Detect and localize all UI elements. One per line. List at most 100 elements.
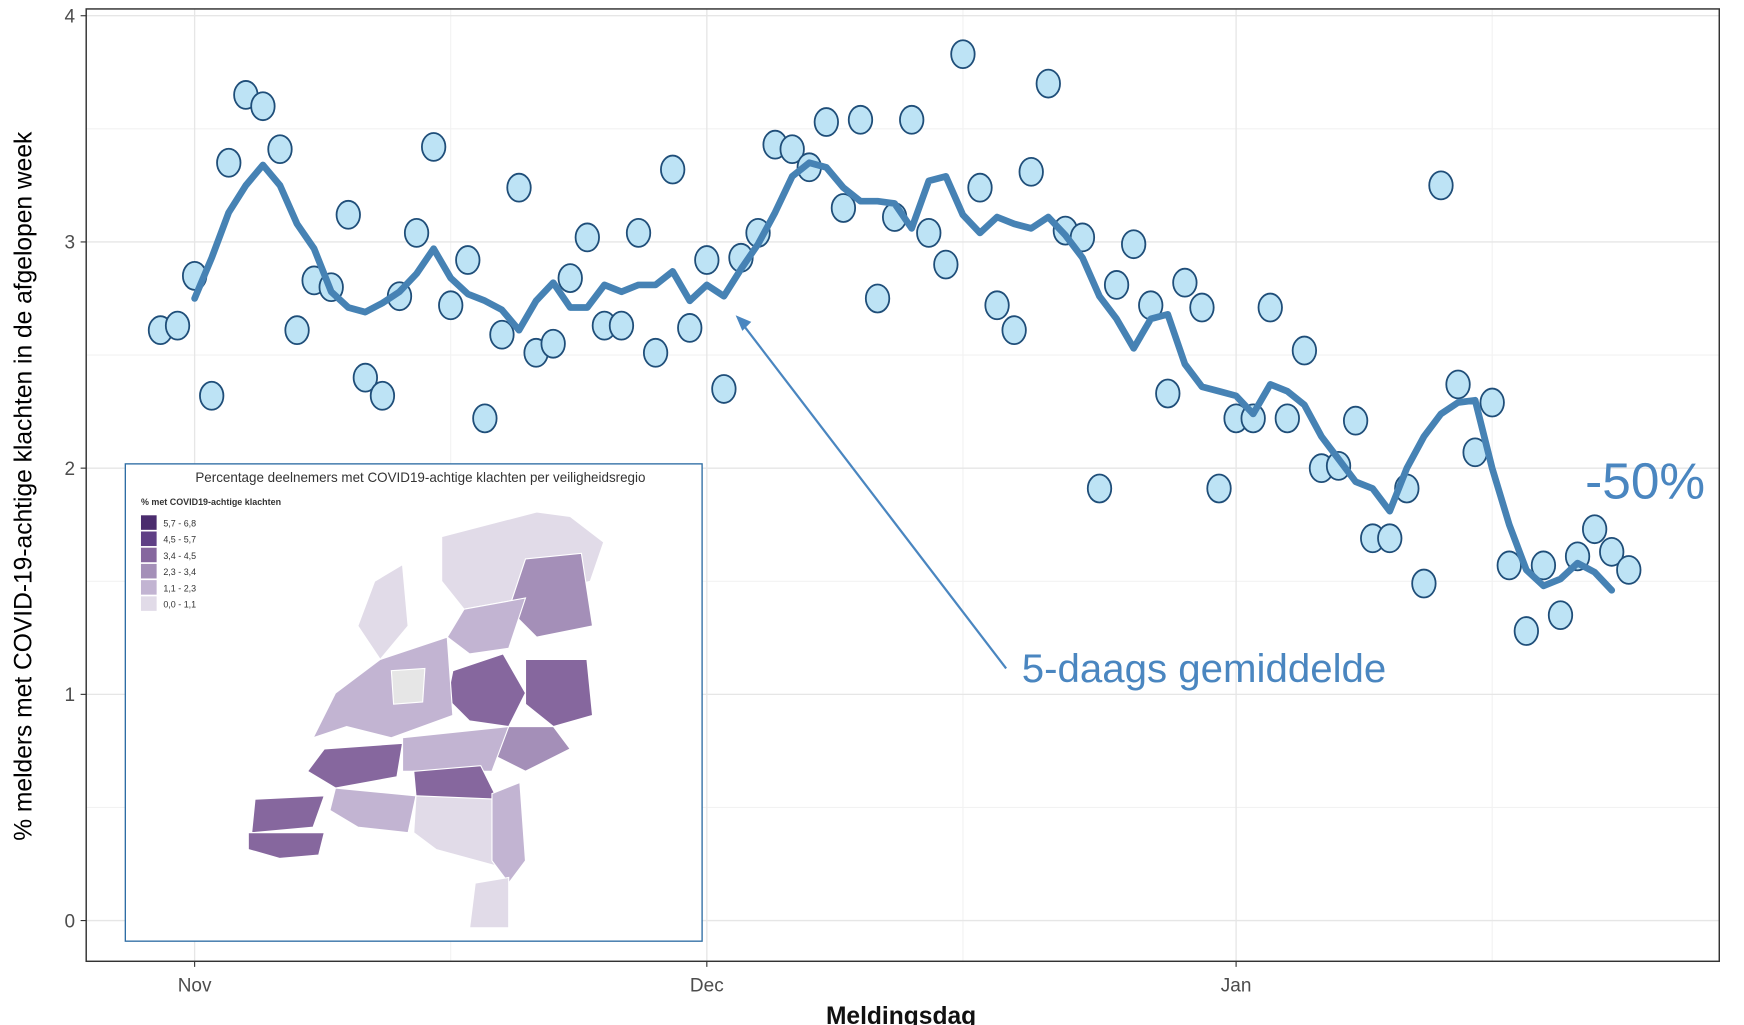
- x-tick-label: Jan: [1221, 975, 1252, 996]
- legend-swatch: [140, 563, 157, 579]
- point: [677, 313, 703, 343]
- point: [1103, 270, 1130, 300]
- map-region: [247, 832, 326, 860]
- point: [1001, 315, 1027, 346]
- point: [642, 337, 669, 368]
- point: [899, 104, 925, 135]
- point: [1428, 170, 1454, 201]
- legend-swatch: [140, 547, 157, 563]
- map-region: [329, 787, 417, 834]
- map-region: [468, 876, 510, 929]
- point: [216, 147, 242, 178]
- point: [660, 154, 686, 185]
- point: [267, 134, 293, 165]
- point: [489, 319, 515, 350]
- legend-label: 5,7 - 6,8: [163, 518, 196, 528]
- point: [335, 199, 361, 230]
- point: [1121, 229, 1147, 260]
- legend-swatch: [140, 515, 157, 530]
- point: [421, 132, 447, 162]
- point: [1530, 550, 1557, 581]
- x-axis-label: Meldingsdag: [826, 1003, 976, 1025]
- legend-label: 4,5 - 5,7: [163, 535, 196, 545]
- point: [506, 172, 532, 203]
- map-region: [312, 636, 454, 739]
- y-tick-label: 4: [64, 6, 75, 27]
- point: [916, 218, 942, 248]
- point: [284, 315, 310, 346]
- x-tick-label: Nov: [178, 975, 212, 996]
- legend-swatch: [140, 596, 157, 611]
- point: [1582, 514, 1608, 545]
- point: [403, 218, 430, 248]
- inset-legend: 5,7 - 6,8 4,5 - 5,7 3,4 - 4,5 2,3 - 3,4 1,1 …: [140, 515, 196, 611]
- point: [933, 249, 959, 280]
- point: [540, 328, 566, 359]
- point: [472, 403, 498, 434]
- point: [1155, 378, 1181, 409]
- point: [164, 310, 191, 341]
- point: [250, 91, 276, 122]
- y-tick-label: 3: [64, 233, 75, 254]
- point: [694, 245, 720, 275]
- point: [1616, 555, 1642, 585]
- legend-swatch: [140, 580, 157, 595]
- point: [352, 362, 378, 393]
- point: [1513, 616, 1539, 646]
- point: [813, 107, 839, 137]
- point: [711, 374, 737, 404]
- point: [967, 172, 993, 203]
- inset-legend-title: % met COVID19-achtige klachten: [141, 497, 281, 507]
- point: [438, 290, 464, 321]
- map: [247, 511, 605, 929]
- legend-label: 0,0 - 1,1: [163, 600, 196, 610]
- map-region: [251, 795, 326, 834]
- inset: Percentage deelnemers met COVID19-achtig…: [124, 463, 703, 942]
- legend-swatch: [140, 531, 157, 547]
- map-region: [390, 667, 426, 705]
- point: [574, 222, 600, 253]
- legend-label: 1,1 - 2,3: [163, 583, 196, 593]
- point: [1325, 451, 1352, 481]
- annotation: -50%: [1585, 452, 1705, 510]
- point: [830, 193, 857, 223]
- point: [1496, 550, 1522, 581]
- y-axis-label: % melders met COVID-19-achtige klachten …: [10, 131, 37, 841]
- map-region: [306, 742, 404, 789]
- legend-label: 2,3 - 3,4: [163, 567, 196, 577]
- point: [1599, 536, 1625, 567]
- point: [557, 263, 583, 293]
- point: [1274, 403, 1300, 434]
- point: [1445, 369, 1471, 400]
- map-region: [524, 658, 594, 728]
- point: [847, 104, 874, 135]
- point: [625, 218, 652, 248]
- point: [950, 39, 976, 70]
- point: [1206, 473, 1232, 504]
- point: [1172, 267, 1198, 298]
- y-tick-label: 2: [64, 459, 75, 480]
- point: [455, 245, 481, 275]
- annotation: 5-daags gemiddelde: [1022, 646, 1386, 691]
- map-region: [446, 597, 527, 655]
- map-region: [491, 781, 527, 884]
- point: [779, 134, 805, 165]
- point: [608, 310, 635, 341]
- point: [864, 283, 891, 314]
- point: [369, 380, 396, 411]
- moving-average-line: [191, 159, 1616, 594]
- annotation-arrow: [739, 320, 1008, 670]
- x-tick-label: Dec: [690, 975, 724, 996]
- point: [1035, 68, 1061, 99]
- inset-title: Percentage deelnemers met COVID19-achtig…: [195, 470, 645, 485]
- point: [1377, 523, 1403, 554]
- point: [984, 290, 1010, 321]
- y-tick-label: 1: [64, 685, 75, 706]
- point: [199, 380, 225, 411]
- point: [1291, 335, 1318, 366]
- marks: [147, 39, 1642, 646]
- point: [1257, 292, 1283, 323]
- plot-frame: [85, 8, 1721, 963]
